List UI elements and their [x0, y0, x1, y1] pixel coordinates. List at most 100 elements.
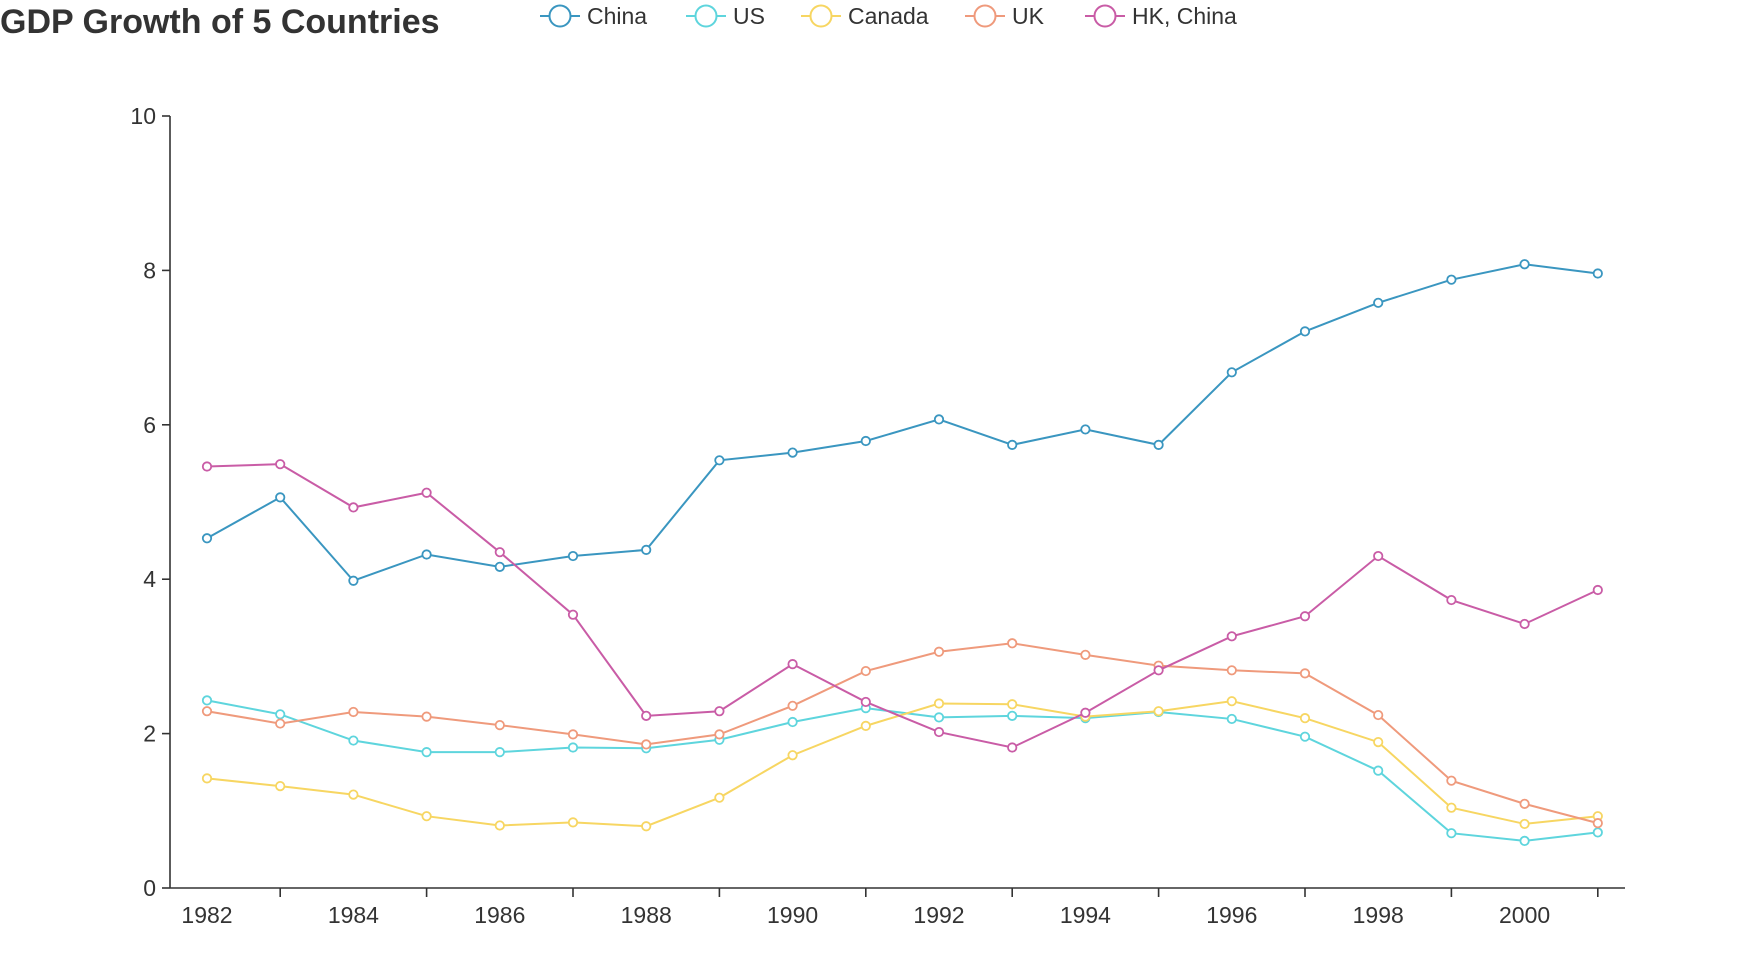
data-point-uk[interactable]	[641, 739, 652, 750]
data-point-canada[interactable]	[421, 811, 432, 822]
legend-item-canada[interactable]: Canada	[801, 3, 929, 29]
data-point-us[interactable]	[201, 695, 213, 706]
data-point-hk-china[interactable]	[1153, 665, 1164, 676]
data-point-hk-china[interactable]	[787, 659, 798, 670]
data-point-us[interactable]	[1446, 828, 1457, 839]
data-point-hk-china[interactable]	[201, 461, 213, 472]
data-point-china[interactable]	[421, 549, 432, 560]
data-point-uk[interactable]	[1299, 668, 1311, 679]
data-point-china[interactable]	[1299, 326, 1311, 337]
data-point-china[interactable]	[1519, 259, 1530, 270]
legend-item-uk[interactable]: UK	[965, 3, 1045, 29]
data-point-canada[interactable]	[275, 780, 286, 792]
data-point-hk-china[interactable]	[1007, 742, 1018, 753]
data-point-hk-china[interactable]	[641, 710, 652, 721]
data-point-us[interactable]	[787, 716, 798, 728]
data-point-china[interactable]	[1592, 268, 1603, 279]
data-point-uk[interactable]	[933, 646, 945, 657]
data-point-uk[interactable]	[787, 700, 798, 711]
legend-item-china[interactable]: China	[540, 3, 647, 29]
data-point-canada[interactable]	[1007, 699, 1018, 710]
data-point-china[interactable]	[1080, 424, 1091, 435]
data-point-uk[interactable]	[201, 706, 213, 717]
data-point-us[interactable]	[1592, 827, 1603, 838]
data-point-uk[interactable]	[494, 720, 505, 731]
data-point-canada[interactable]	[201, 773, 213, 784]
legend-item-hk-china[interactable]: HK, China	[1085, 3, 1237, 29]
data-point-canada[interactable]	[1446, 802, 1457, 813]
data-point-canada[interactable]	[348, 789, 359, 800]
data-point-uk[interactable]	[860, 665, 871, 677]
data-point-hk-china[interactable]	[567, 609, 579, 620]
data-point-canada[interactable]	[787, 750, 798, 761]
data-point-uk[interactable]	[1592, 818, 1603, 829]
data-point-hk-china[interactable]	[1226, 631, 1237, 642]
data-point-us[interactable]	[275, 709, 286, 720]
data-point-uk[interactable]	[348, 706, 359, 718]
data-point-canada[interactable]	[714, 792, 725, 803]
data-point-uk[interactable]	[275, 718, 286, 729]
data-point-hk-china[interactable]	[348, 502, 359, 513]
legend: China US Canada UK HK, China	[540, 3, 1237, 29]
data-point-uk[interactable]	[1226, 665, 1237, 676]
data-point-china[interactable]	[641, 544, 652, 555]
data-point-hk-china[interactable]	[1080, 707, 1091, 718]
data-point-china[interactable]	[860, 435, 871, 447]
data-point-hk-china[interactable]	[860, 696, 871, 708]
data-point-hk-china[interactable]	[933, 726, 945, 738]
data-point-hk-china[interactable]	[494, 547, 505, 558]
data-point-us[interactable]	[348, 735, 359, 746]
data-point-uk[interactable]	[1519, 798, 1530, 809]
data-point-uk[interactable]	[567, 729, 579, 740]
data-point-hk-china[interactable]	[275, 459, 286, 470]
data-point-canada[interactable]	[567, 817, 579, 828]
data-point-us[interactable]	[1226, 713, 1237, 725]
data-point-canada[interactable]	[641, 821, 652, 832]
data-point-canada[interactable]	[1299, 713, 1311, 724]
data-point-uk[interactable]	[1446, 775, 1457, 786]
legend-marker	[809, 4, 833, 28]
data-point-us[interactable]	[567, 742, 579, 753]
data-point-china[interactable]	[348, 575, 359, 586]
data-point-hk-china[interactable]	[421, 487, 432, 498]
legend-item-us[interactable]: US	[686, 3, 765, 29]
data-point-china[interactable]	[201, 533, 213, 544]
data-point-china[interactable]	[275, 492, 286, 503]
data-point-canada[interactable]	[1153, 706, 1164, 717]
data-point-hk-china[interactable]	[714, 706, 725, 717]
data-point-hk-china[interactable]	[1299, 611, 1311, 622]
data-point-canada[interactable]	[1373, 736, 1384, 748]
data-point-china[interactable]	[933, 414, 945, 425]
data-point-us[interactable]	[933, 712, 945, 723]
data-point-china[interactable]	[1007, 439, 1018, 450]
data-point-uk[interactable]	[1007, 638, 1018, 649]
data-point-canada[interactable]	[1519, 818, 1530, 830]
data-point-uk[interactable]	[714, 729, 725, 740]
data-point-uk[interactable]	[1373, 709, 1384, 721]
data-point-china[interactable]	[1446, 274, 1457, 285]
data-point-china[interactable]	[1153, 439, 1164, 450]
data-point-china[interactable]	[714, 455, 725, 466]
data-point-us[interactable]	[1007, 710, 1018, 721]
data-point-us[interactable]	[421, 747, 432, 758]
data-point-hk-china[interactable]	[1446, 594, 1457, 606]
data-point-china[interactable]	[494, 561, 505, 572]
data-point-hk-china[interactable]	[1519, 618, 1530, 630]
data-point-hk-china[interactable]	[1592, 584, 1603, 596]
data-point-canada[interactable]	[1226, 696, 1237, 707]
y-tick-label: 6	[143, 412, 156, 438]
data-point-canada[interactable]	[860, 720, 871, 731]
data-point-china[interactable]	[567, 550, 579, 562]
data-point-china[interactable]	[1373, 297, 1384, 308]
data-point-china[interactable]	[787, 447, 798, 458]
data-point-us[interactable]	[1299, 731, 1311, 742]
data-point-us[interactable]	[494, 747, 505, 758]
data-point-canada[interactable]	[933, 698, 945, 709]
data-point-china[interactable]	[1226, 367, 1237, 378]
data-point-us[interactable]	[1373, 765, 1384, 776]
data-point-canada[interactable]	[494, 820, 505, 831]
data-point-us[interactable]	[1519, 835, 1530, 847]
data-point-uk[interactable]	[1080, 649, 1091, 660]
data-point-hk-china[interactable]	[1373, 550, 1384, 562]
data-point-uk[interactable]	[421, 711, 432, 722]
